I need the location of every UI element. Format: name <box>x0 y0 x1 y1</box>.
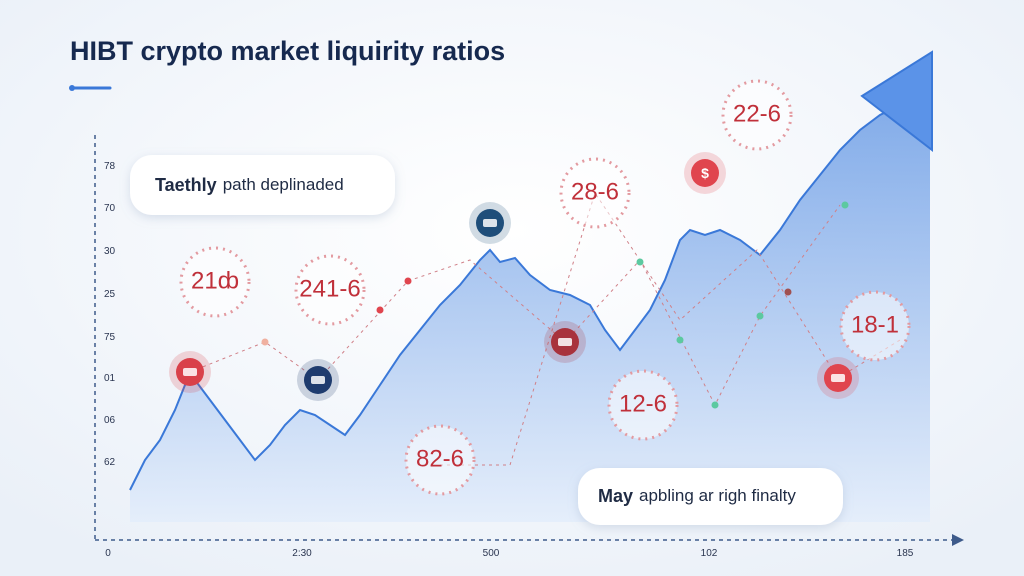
x-label: 185 <box>897 548 914 559</box>
callout-text: Taethly path deplinaded <box>155 175 344 195</box>
callout-boxes <box>130 155 843 525</box>
callout-box <box>130 155 395 215</box>
area <box>130 105 930 522</box>
bubble-ring <box>839 290 911 362</box>
bubble-ring <box>607 369 679 441</box>
x-label: 2:30 <box>292 548 312 559</box>
dot <box>676 336 684 344</box>
y-label: 62 <box>104 457 116 468</box>
icon-glyph <box>558 338 572 346</box>
icon-glyph <box>483 219 497 227</box>
callout-bold: Taethly <box>155 175 217 195</box>
bubble-ring <box>559 157 631 229</box>
bubble-label: 82-6 <box>416 445 464 472</box>
dot <box>756 312 764 320</box>
x-label: 500 <box>483 548 500 559</box>
bubble-ring <box>179 246 251 318</box>
icon-glyph <box>311 376 325 384</box>
icon-glyph <box>183 368 197 376</box>
bubble-label: 18-1 <box>851 311 899 338</box>
y-label: 01 <box>104 373 116 384</box>
area-line <box>129 104 901 491</box>
dot <box>784 288 792 296</box>
icon <box>691 159 719 187</box>
dot <box>711 401 719 409</box>
callout-bold: May <box>598 486 633 506</box>
icon-label: $ <box>701 165 709 181</box>
callout-body: path deplinaded <box>223 175 344 194</box>
title-dot <box>69 85 75 91</box>
bubble-label: 22-6 <box>733 100 781 127</box>
callout-body: apbling ar righ finalty <box>639 486 796 505</box>
y-label: 70 <box>104 203 116 214</box>
y-label: 75 <box>104 332 116 343</box>
bubble-ring <box>721 79 793 151</box>
bubble-label: 241-6 <box>299 275 360 302</box>
y-label: 30 <box>104 246 116 257</box>
bubble-label: 12-6 <box>619 390 667 417</box>
dot <box>404 277 412 285</box>
bubble-label: 21ȸ <box>191 267 239 294</box>
y-label: 25 <box>104 289 116 300</box>
bubble-ring <box>294 254 366 326</box>
bubble-ring <box>404 424 476 496</box>
dot <box>636 258 644 266</box>
y-label: 78 <box>104 161 116 172</box>
callout-box <box>578 468 843 525</box>
title: HIBT crypto market liquirity ratios <box>70 36 505 66</box>
x-label: 102 <box>701 548 718 559</box>
bubble-label: 28-6 <box>571 178 619 205</box>
x-axis-arrow <box>952 534 964 546</box>
dot <box>261 338 269 346</box>
x-label: 0 <box>105 548 111 559</box>
arrow-head <box>860 50 933 153</box>
dot <box>841 201 849 209</box>
callout-text: May apbling ar righ finalty <box>598 486 796 506</box>
icon-glyph <box>831 374 845 382</box>
y-label: 06 <box>104 415 116 426</box>
dot <box>376 306 384 314</box>
